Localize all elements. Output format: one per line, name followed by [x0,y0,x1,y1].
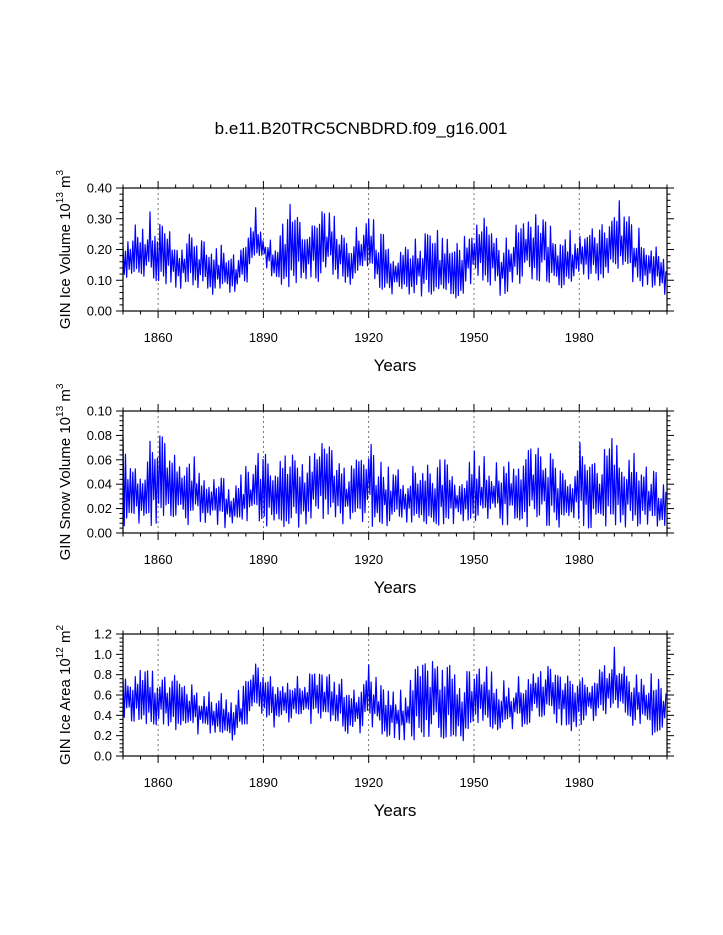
x-tick-label: 1860 [144,775,173,790]
y-axis-label: GIN Ice Area 1012 m2 [55,625,74,766]
series-line-gin-ice-area [122,646,667,742]
x-tick-label: 1890 [249,552,278,567]
series-line-gin-snow-volume [122,435,667,529]
y-tick-label: 0.10 [87,273,112,288]
x-tick-label: 1890 [249,775,278,790]
x-tick-label: 1950 [460,330,489,345]
figure-title: b.e11.B20TRC5CNBDRD.f09_g16.001 [215,119,508,138]
x-tick-label: 1860 [144,330,173,345]
y-tick-label: 1.2 [94,627,112,642]
x-tick-label: 1950 [460,552,489,567]
y-axis-label: GIN Ice Volume 1013 m3 [55,169,74,329]
y-tick-label: 0.2 [94,728,112,743]
x-axis-label: Years [374,801,417,820]
y-tick-label: 0.4 [94,708,112,723]
panel-3: 1860 1890 1920 1950 1980 0.0 0.2 0.4 0.6 0.8 1.0 1.… [55,625,674,820]
y-tick-label: 0.40 [87,181,112,196]
y-tick-label: 0.20 [87,242,112,257]
y-tick-label: 0.08 [87,428,112,443]
y-tick-label: 0.8 [94,667,112,682]
y-tick-label: 1.0 [94,647,112,662]
x-tick-label: 1980 [565,330,594,345]
x-tick-label: 1980 [565,552,594,567]
series-line-gin-ice-volume [122,200,667,299]
y-axis-label: GIN Snow Volume 1013 m3 [55,383,74,560]
y-tick-label: 0.30 [87,211,112,226]
y-tick-label: 0.00 [87,526,112,541]
plot-frame [122,410,668,534]
x-tick-label: 1920 [354,552,383,567]
x-axis-label: Years [374,578,417,597]
x-tick-label: 1920 [354,775,383,790]
y-tick-label: 0.6 [94,688,112,703]
x-tick-label: 1920 [354,330,383,345]
panel-1: 1860 1890 1920 1950 1980 0.00 0.10 0.20 0.30 0.40… [55,169,674,375]
y-tick-label: 0.06 [87,452,112,467]
x-axis-label: Years [374,356,417,375]
x-tick-label: 1860 [144,552,173,567]
y-tick-label: 0.10 [87,404,112,419]
y-tick-label: 0.04 [87,477,112,492]
y-tick-label: 0.00 [87,304,112,319]
x-tick-label: 1890 [249,330,278,345]
y-tick-label: 0.02 [87,501,112,516]
panel-2: 1860 1890 1920 1950 1980 0.00 0.02 0.04 0.06 0.08… [55,383,674,597]
x-tick-label: 1980 [565,775,594,790]
y-tick-label: 0.0 [94,749,112,764]
x-tick-label: 1950 [460,775,489,790]
